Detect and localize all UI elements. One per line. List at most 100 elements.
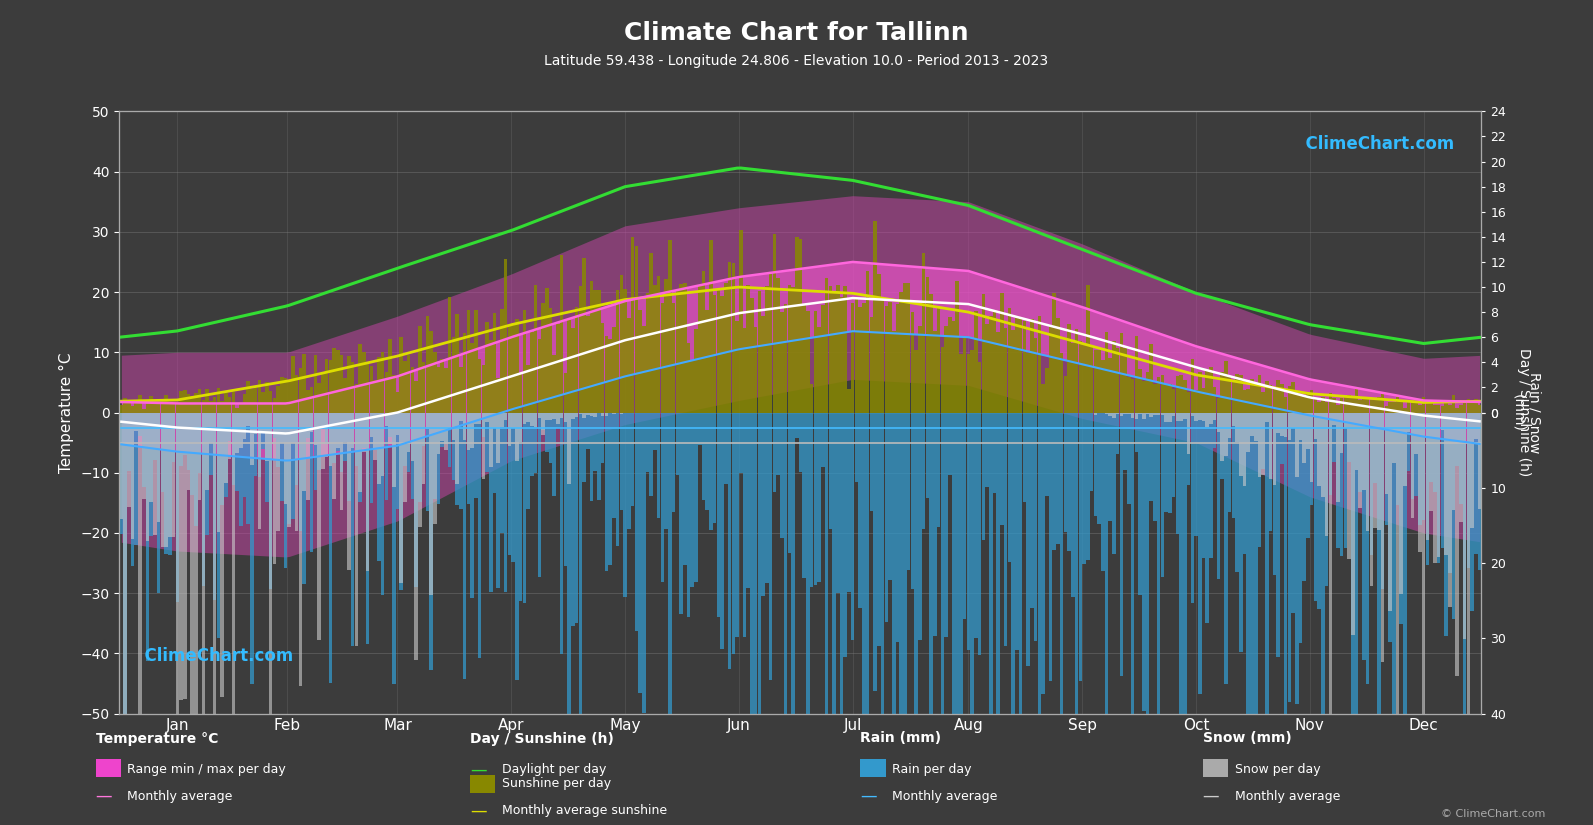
Bar (945, 412, 948, 637)
Bar (436, 367, 440, 412)
Bar (559, 412, 564, 654)
Bar (781, 412, 784, 538)
Bar (242, 412, 247, 497)
Bar (403, 412, 406, 466)
Text: —: — (96, 787, 112, 805)
Bar (1217, 398, 1220, 412)
Bar (1246, 412, 1251, 452)
Bar (131, 412, 134, 567)
Bar (456, 412, 459, 505)
Bar (906, 283, 911, 412)
Text: Daylight per day: Daylight per day (502, 763, 607, 776)
Bar (564, 412, 567, 422)
Bar (1354, 412, 1359, 470)
Bar (742, 328, 746, 412)
Bar (358, 412, 362, 502)
Bar (616, 290, 620, 412)
Bar (500, 309, 503, 412)
Bar (1388, 412, 1392, 611)
Bar (1309, 412, 1314, 505)
Bar (1112, 412, 1115, 554)
Bar (258, 412, 261, 478)
Bar (656, 276, 661, 412)
Bar (1384, 406, 1388, 412)
Bar (139, 395, 142, 412)
Bar (851, 303, 854, 412)
Bar (1445, 412, 1448, 555)
Bar (444, 412, 448, 450)
Bar (1134, 412, 1137, 419)
Bar (1142, 412, 1145, 419)
Bar (1231, 412, 1235, 426)
Bar (1306, 412, 1309, 450)
Bar (336, 351, 339, 412)
Bar (664, 412, 667, 530)
Bar (1292, 382, 1295, 412)
Bar (1309, 412, 1314, 482)
Bar (564, 412, 567, 566)
Bar (306, 390, 309, 412)
Bar (258, 380, 261, 412)
Bar (433, 412, 436, 499)
Bar (575, 412, 578, 623)
Bar (1340, 412, 1343, 556)
Bar (1115, 348, 1120, 412)
Bar (417, 412, 422, 502)
Bar (183, 412, 186, 455)
Bar (225, 412, 228, 497)
Bar (918, 326, 922, 412)
Bar (350, 412, 355, 448)
Bar (1104, 332, 1109, 412)
Bar (653, 285, 656, 412)
Bar (1012, 330, 1015, 412)
Bar (725, 412, 728, 483)
Bar (339, 412, 342, 510)
Bar (911, 312, 914, 412)
Bar (1131, 412, 1134, 714)
Bar (820, 412, 825, 467)
Bar (1400, 412, 1403, 593)
Bar (269, 412, 272, 589)
Bar (303, 412, 306, 491)
Bar (183, 389, 186, 412)
Bar (959, 354, 962, 412)
Bar (1474, 412, 1478, 554)
Bar (840, 412, 843, 714)
Bar (209, 401, 213, 412)
Bar (1139, 412, 1142, 595)
Bar (1295, 412, 1298, 704)
Bar (303, 412, 306, 584)
Bar (997, 412, 1000, 714)
Bar (1045, 368, 1048, 412)
Bar (1239, 375, 1243, 412)
Bar (161, 412, 164, 547)
Bar (1395, 412, 1399, 505)
Bar (1273, 389, 1276, 412)
Bar (1298, 412, 1303, 643)
Bar (769, 274, 773, 412)
Bar (586, 412, 589, 415)
Bar (467, 309, 470, 412)
Bar (583, 412, 586, 418)
Bar (545, 412, 548, 421)
Bar (832, 294, 836, 412)
Bar (1337, 412, 1340, 548)
Bar (508, 412, 511, 555)
Bar (675, 289, 679, 412)
Bar (1411, 412, 1415, 499)
Bar (929, 412, 933, 714)
Bar (1157, 412, 1160, 714)
Bar (1187, 412, 1190, 484)
Bar (814, 311, 817, 412)
Bar (411, 367, 414, 412)
Bar (295, 412, 298, 531)
Bar (773, 234, 776, 412)
Bar (333, 412, 336, 499)
Bar (1295, 393, 1298, 412)
Bar (1223, 361, 1228, 412)
Bar (523, 412, 526, 424)
Bar (1340, 412, 1343, 453)
Bar (475, 310, 478, 412)
Bar (656, 412, 661, 518)
Bar (1284, 412, 1287, 437)
